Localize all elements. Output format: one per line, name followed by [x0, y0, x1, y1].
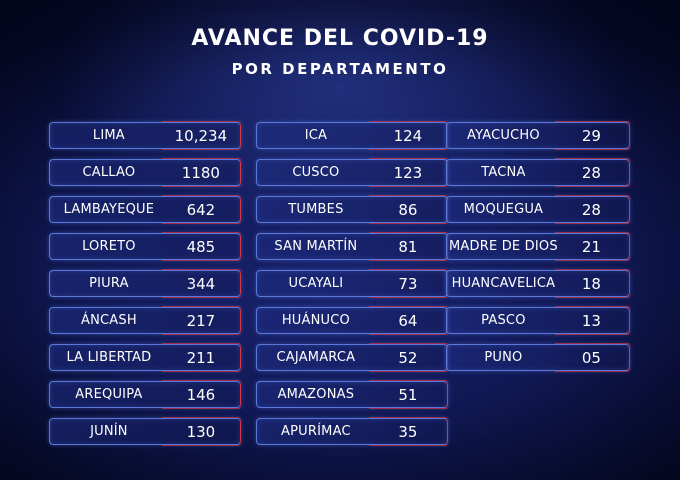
case-count: 124	[393, 126, 423, 145]
department-row: LORETO 485	[49, 232, 242, 261]
case-count: 81	[398, 237, 418, 256]
department-row: JUNÍN 130	[49, 417, 242, 446]
case-count: 13	[581, 311, 601, 330]
department-name: MOQUEGUA	[463, 202, 544, 217]
department-row: UCAYALI 73	[256, 269, 449, 298]
department-row: MOQUEGUA 28	[446, 195, 631, 224]
case-count: 29	[581, 126, 601, 145]
department-row: HUÁNUCO 64	[256, 306, 449, 335]
department-row: AMAZONAS 51	[256, 380, 449, 409]
department-name: PIURA	[89, 276, 129, 291]
case-count: 21	[581, 237, 601, 256]
department-name: JUNÍN	[90, 424, 128, 439]
department-column-1: LIMA 10,234 CALLAO 1180 LAMBAYEQUE 642 LORE…	[49, 121, 242, 455]
case-count: 35	[398, 422, 418, 441]
department-row: MADRE DE DIOS 21	[446, 232, 631, 261]
department-row: LA LIBERTAD 211	[49, 343, 242, 372]
department-row: LAMBAYEQUE 642	[49, 195, 242, 224]
case-count: 05	[581, 348, 601, 367]
department-name: LA LIBERTAD	[66, 350, 152, 365]
case-count: 51	[398, 385, 418, 404]
case-count: 10,234	[174, 126, 228, 145]
department-row: PUNO 05	[446, 343, 631, 372]
department-name: LORETO	[82, 239, 136, 254]
case-count: 52	[398, 348, 418, 367]
department-name: UCAYALI	[288, 276, 344, 291]
department-row: CALLAO 1180	[49, 158, 242, 187]
department-name: LAMBAYEQUE	[63, 202, 155, 217]
department-row: PIURA 344	[49, 269, 242, 298]
case-count: 485	[186, 237, 216, 256]
department-name: AYACUCHO	[467, 128, 540, 143]
department-name: HUÁNUCO	[281, 313, 350, 328]
department-row: AREQUIPA 146	[49, 380, 242, 409]
department-name: PASCO	[481, 313, 526, 328]
department-name: ÁNCASH	[80, 313, 137, 328]
case-count: 344	[186, 274, 216, 293]
department-row: HUANCAVELICA 18	[446, 269, 631, 298]
department-name: TACNA	[481, 165, 526, 180]
department-column-2: ICA 124 CUSCO 123 TUMBES 86 SAN MARTÍN 81 UC…	[256, 121, 449, 455]
department-row: ÁNCASH 217	[49, 306, 242, 335]
department-row: TUMBES 86	[256, 195, 449, 224]
case-count: 18	[581, 274, 601, 293]
department-name: HUANCAVELICA	[451, 276, 556, 291]
case-count: 28	[581, 163, 601, 182]
department-name: CALLAO	[82, 165, 136, 180]
case-count: 130	[186, 422, 216, 441]
department-name: CUSCO	[292, 165, 340, 180]
department-name: AREQUIPA	[75, 387, 143, 402]
case-count: 146	[186, 385, 216, 404]
department-row: AYACUCHO 29	[446, 121, 631, 150]
department-name: ICA	[304, 128, 328, 143]
case-count: 64	[398, 311, 418, 330]
department-row: TACNA 28	[446, 158, 631, 187]
department-name: TUMBES	[288, 202, 344, 217]
department-row: ICA 124	[256, 121, 449, 150]
department-row: SAN MARTÍN 81	[256, 232, 449, 261]
department-name: PUNO	[484, 350, 523, 365]
page-title: AVANCE DEL COVID-19	[191, 26, 489, 51]
department-row: CAJAMARCA 52	[256, 343, 449, 372]
department-row: APURÍMAC 35	[256, 417, 449, 446]
department-name: MADRE DE DIOS	[449, 239, 558, 254]
case-count: 86	[398, 200, 418, 219]
case-count: 73	[398, 274, 418, 293]
department-column-3: AYACUCHO 29 TACNA 28 MOQUEGUA 28 MADRE DE D…	[446, 121, 631, 381]
case-count: 642	[186, 200, 216, 219]
case-count: 123	[393, 163, 423, 182]
case-count: 28	[581, 200, 601, 219]
department-row: LIMA 10,234	[49, 121, 242, 150]
department-name: SAN MARTÍN	[274, 239, 358, 254]
department-name: APURÍMAC	[281, 424, 351, 439]
case-count: 1180	[181, 163, 220, 182]
department-row: PASCO 13	[446, 306, 631, 335]
department-name: LIMA	[92, 128, 125, 143]
page-subtitle: POR DEPARTAMENTO	[231, 60, 449, 78]
department-row: CUSCO 123	[256, 158, 449, 187]
department-name: CAJAMARCA	[276, 350, 356, 365]
department-name: AMAZONAS	[277, 387, 355, 402]
case-count: 211	[186, 348, 216, 367]
case-count: 217	[186, 311, 216, 330]
